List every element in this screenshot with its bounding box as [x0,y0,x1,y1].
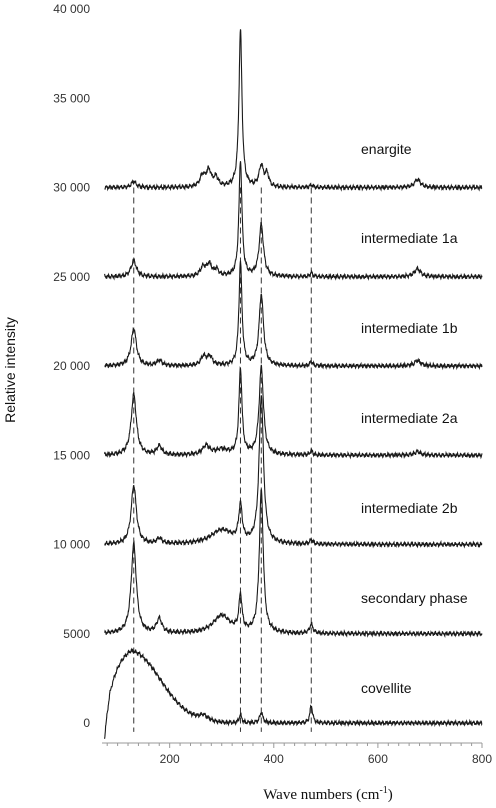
y-tick-label: 15 000 [53,448,90,462]
spectrum-line [104,647,483,739]
series-label: enargite [361,141,412,157]
y-tick-label: 10 000 [53,538,90,552]
series-label: covellite [361,680,412,696]
spectrum-line [104,161,483,281]
axes [102,742,483,748]
y-axis-title: Relative intensity [2,317,18,423]
series-label: secondary phase [361,590,468,606]
series-label: intermediate 1a [361,230,458,246]
x-axis-title-sup: -1 [379,785,387,796]
series-labels: enargite intermediate 1a intermediate 1b in… [361,141,468,696]
spectrum-line [104,488,483,638]
y-tick-label: 30 000 [53,181,90,195]
x-tick-label: 800 [472,752,492,766]
y-tick-label: 5000 [63,627,90,641]
y-tick-label: 35 000 [53,91,90,105]
series-label: intermediate 1b [361,320,458,336]
spectrum-line [104,29,483,192]
x-axis-title: Wave numbers (cm-1) [263,785,393,803]
spectra [104,29,483,739]
x-tick-label: 600 [368,752,388,766]
reference-lines [133,187,312,732]
y-tick-label: 40 000 [53,2,90,16]
series-label: intermediate 2a [361,410,458,426]
x-tick-label: 400 [264,752,284,766]
y-tick-labels: 0 5000 10 000 15 000 20 000 25 000 30 000 35 00… [53,2,90,730]
y-tick-label: 0 [83,716,90,730]
spectrum-line [104,395,483,549]
series-label: intermediate 2b [361,500,458,516]
x-axis-title-end: ) [388,787,393,803]
spectrum-line [104,260,483,371]
y-tick-label: 25 000 [53,270,90,284]
x-tick-labels: 200 400 600 800 [160,752,493,766]
x-axis-title-main: Wave numbers (cm [263,787,380,803]
x-tick-label: 200 [160,752,180,766]
y-tick-label: 20 000 [53,359,90,373]
spectrum-line [104,364,483,460]
